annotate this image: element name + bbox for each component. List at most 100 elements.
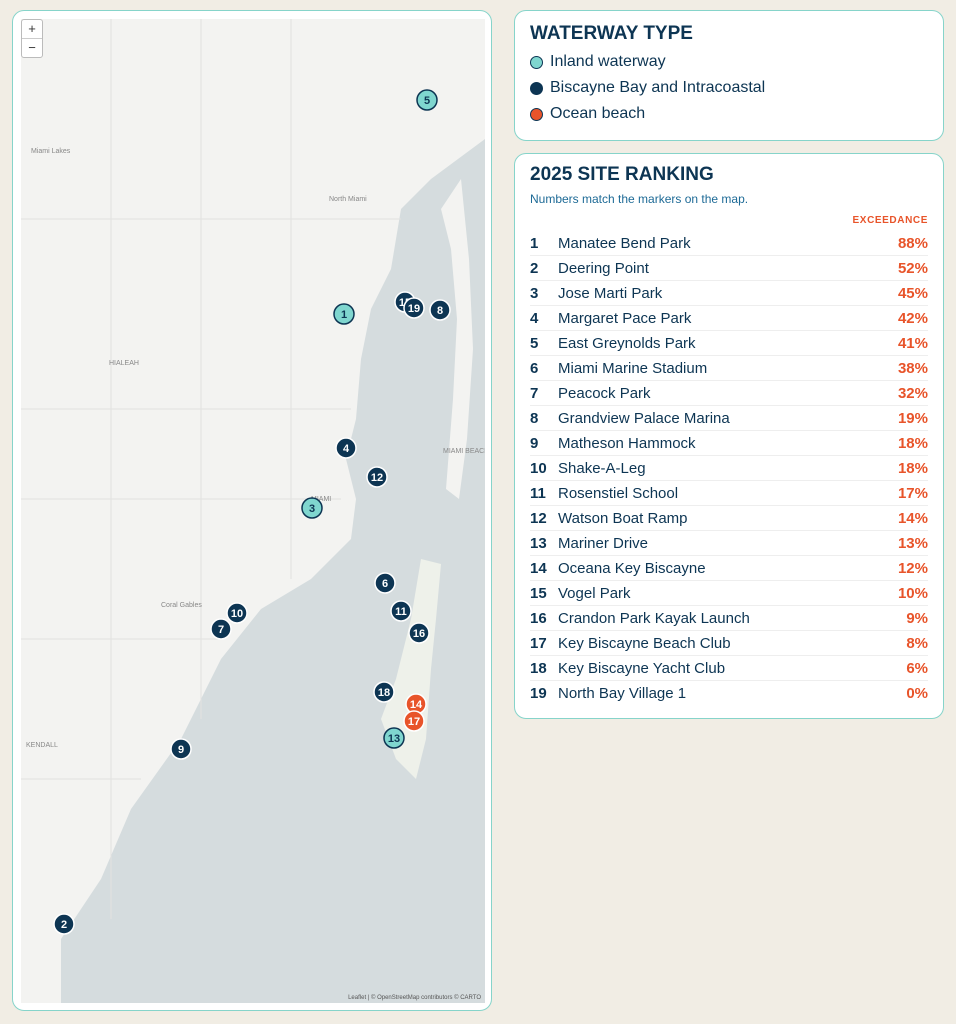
- marker-label: 18: [378, 687, 390, 699]
- ranking-row: 14 Oceana Key Biscayne 12%: [530, 556, 928, 581]
- ranking-row: 8 Grandview Palace Marina 19%: [530, 406, 928, 431]
- exceedance: 12%: [897, 559, 928, 577]
- legend-list: Inland waterway Biscayne Bay and Intracoa…: [530, 49, 928, 127]
- exceedance: 8%: [906, 634, 928, 652]
- legend-swatch: [530, 55, 543, 69]
- place-label: North Miami: [329, 196, 367, 203]
- place-label: MIAMI BEACH: [443, 448, 485, 455]
- rank: 5: [530, 334, 539, 352]
- marker: 16: [408, 622, 430, 644]
- marker: 4: [335, 437, 357, 459]
- ranking-panel: 2025 SITE RANKING Numbers match the mark…: [514, 153, 944, 719]
- water: [61, 139, 485, 1003]
- legend-title: WATERWAY TYPE: [530, 23, 693, 44]
- marker-label: 13: [388, 733, 400, 745]
- marker-dot: [210, 618, 232, 640]
- marker-dot: [416, 89, 438, 111]
- ranking-list: 1 Manatee Bend Park 88% 2 Deering Point 52% 3 J…: [530, 231, 928, 706]
- site-name: Key Biscayne Yacht Club: [558, 659, 726, 677]
- place-label: Miami Lakes: [31, 148, 71, 155]
- exceedance: 42%: [897, 309, 928, 327]
- site-name: Miami Marine Stadium: [558, 359, 708, 377]
- roads: [21, 19, 401, 919]
- site-name: Margaret Pace Park: [558, 309, 692, 327]
- marker-dot: [403, 297, 425, 319]
- legend-swatch: [530, 107, 543, 121]
- site-name: North Bay Village 1: [558, 685, 687, 702]
- rank: 3: [530, 284, 539, 302]
- marker: 3: [301, 497, 323, 519]
- marker-label: 5: [424, 95, 430, 107]
- marker-dot: [403, 710, 425, 732]
- rank: 2: [530, 259, 539, 277]
- ranking-row: 2 Deering Point 52%: [530, 256, 928, 281]
- marker: 17: [403, 710, 425, 732]
- marker-dot: [373, 681, 395, 703]
- ranking-row: 3 Jose Marti Park 45%: [530, 281, 928, 306]
- site-name: Deering Point: [558, 259, 649, 277]
- zoom-out[interactable]: −: [28, 40, 36, 55]
- marker: 9: [170, 738, 192, 760]
- ranking-row: 5 East Greynolds Park 41%: [530, 331, 928, 356]
- site-name: Oceana Key Biscayne: [558, 559, 706, 577]
- exceedance: 13%: [897, 534, 928, 552]
- site-name: Manatee Bend Park: [558, 234, 691, 252]
- map-panel: Miami Lakes North Miami HIALEAH MIAMI MIAMI …: [12, 10, 492, 1011]
- site-name: Key Biscayne Beach Club: [558, 634, 731, 652]
- marker-label: 8: [437, 305, 443, 317]
- attribution: Leaflet | © OpenStreetMap contributors ©…: [348, 994, 481, 1001]
- legend-label: Ocean beach: [550, 105, 646, 122]
- rank: 18: [530, 659, 547, 677]
- exceedance: 18%: [897, 434, 928, 452]
- site-name: Matheson Hammock: [558, 434, 696, 452]
- ranking-row: 12 Watson Boat Ramp 14%: [530, 506, 928, 531]
- marker-label: 4: [343, 443, 350, 455]
- rank: 15: [530, 584, 547, 602]
- rank: 8: [530, 409, 539, 427]
- rank: 14: [530, 559, 547, 577]
- zoom-in[interactable]: +: [22, 20, 42, 39]
- exceedance: 32%: [897, 384, 928, 402]
- marker-label: 16: [413, 628, 425, 640]
- marker-label: 12: [371, 472, 383, 484]
- legend-panel: WATERWAY TYPE Inland waterway Biscayne Ba…: [514, 10, 944, 141]
- legend-item: Ocean beach: [530, 101, 928, 127]
- marker: 14: [405, 693, 427, 715]
- rank: 10: [530, 459, 547, 477]
- marker: 7: [210, 618, 232, 640]
- marker: 11: [390, 600, 412, 622]
- ranking-row: 11 Rosenstiel School 17%: [530, 481, 928, 506]
- zoom-control: + −: [21, 19, 43, 58]
- exceedance: 17%: [897, 484, 928, 502]
- marker-dot: [226, 602, 248, 624]
- site-name: East Greynolds Park: [558, 334, 696, 352]
- ranking-row: 17 Key Biscayne Beach Club 8%: [530, 631, 928, 656]
- legend-label: Inland waterway: [550, 53, 666, 70]
- exceedance: 88%: [897, 234, 928, 252]
- place-label: Coral Gables: [161, 602, 202, 609]
- marker-dot: [374, 572, 396, 594]
- ranking-row: 9 Matheson Hammock 18%: [530, 431, 928, 456]
- marker-label: 10: [231, 608, 243, 620]
- barrier-island: [441, 179, 473, 499]
- legend-item: Inland waterway: [530, 49, 928, 75]
- site-name: Rosenstiel School: [558, 484, 679, 502]
- ranking-row: 15 Vogel Park 10%: [530, 581, 928, 606]
- site-name: Vogel Park: [558, 584, 631, 602]
- marker-label: 2: [61, 919, 67, 931]
- marker: 8: [429, 299, 451, 321]
- ranking-row: 19 North Bay Village 1 0%: [530, 681, 928, 706]
- key-biscayne: [381, 559, 441, 779]
- ranking-row: 6 Miami Marine Stadium 38%: [530, 356, 928, 381]
- marker-dot: [170, 738, 192, 760]
- marker: 19: [403, 297, 425, 319]
- place-label: MIAMI: [311, 496, 331, 503]
- marker-label: 7: [218, 624, 224, 636]
- rank: 11: [530, 484, 546, 502]
- ranking-row: 13 Mariner Drive 13%: [530, 531, 928, 556]
- rank: 1: [530, 234, 539, 252]
- legend-label: Biscayne Bay and Intracoastal: [550, 79, 766, 96]
- rank: 19: [530, 685, 547, 702]
- site-name: Shake-A-Leg: [558, 459, 646, 477]
